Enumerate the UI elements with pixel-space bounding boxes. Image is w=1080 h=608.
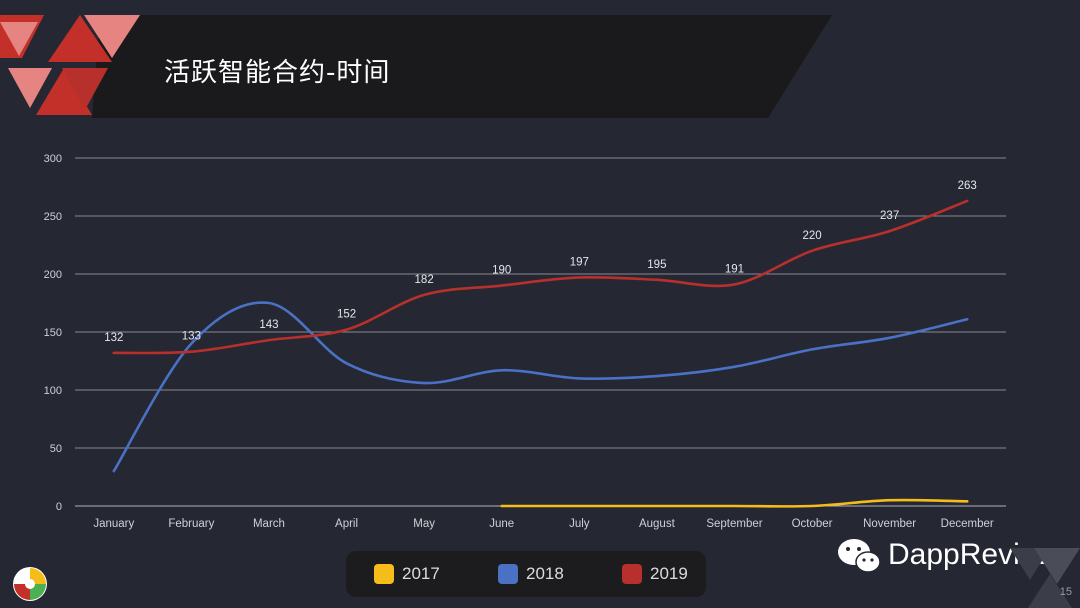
legend-label-2018: 2018	[526, 564, 564, 583]
data-label-2019-september: 191	[725, 263, 744, 275]
legend-swatch-2018	[498, 564, 518, 584]
legend-item-2017: 2017	[374, 564, 440, 584]
data-label-2019-april: 152	[337, 309, 356, 321]
data-label-2019-october: 220	[802, 230, 821, 242]
data-label-2019-march: 143	[259, 319, 278, 331]
data-label-2019-july: 197	[570, 256, 589, 268]
logo-triangle-5	[8, 68, 52, 108]
chart-legend: 2017 2018 2019	[346, 551, 706, 597]
title-banner-shape	[92, 15, 832, 118]
y-tick-label-150: 150	[44, 327, 62, 339]
series-line-2019	[112, 199, 969, 355]
data-label-2019-december: 263	[958, 180, 977, 192]
y-tick-label-250: 250	[44, 211, 62, 223]
x-tick-label-april: April	[335, 518, 358, 530]
legend-swatch-2019	[622, 564, 642, 584]
x-tick-label-july: July	[569, 518, 590, 530]
legend-item-2018: 2018	[498, 564, 564, 584]
series-line-2017	[500, 498, 969, 508]
legend-label-2017: 2017	[402, 564, 440, 583]
x-tick-label-may: May	[413, 518, 435, 530]
data-label-2019-august: 195	[647, 259, 666, 271]
data-label-2019-february: 133	[182, 331, 201, 343]
logo-triangle-4	[84, 15, 140, 58]
legend-label-2019: 2019	[650, 564, 688, 583]
y-tick-label-0: 0	[56, 501, 62, 513]
series-line-2018	[112, 301, 969, 473]
x-tick-label-february: February	[168, 518, 214, 530]
header-banner	[0, 15, 832, 118]
x-tick-label-september: September	[706, 518, 762, 530]
y-tick-label-300: 300	[44, 153, 62, 165]
slide-title: 活跃智能合约-时间	[164, 58, 391, 88]
x-tick-label-november: November	[863, 518, 916, 530]
line-chart: 0 50 100 150 200 250 300 January February March Ap…	[44, 153, 1006, 530]
legend-item-2019: 2019	[622, 564, 688, 584]
legend-swatch-2017	[374, 564, 394, 584]
x-tick-label-january: January	[93, 518, 134, 530]
data-label-2019-june: 190	[492, 265, 511, 277]
x-tick-label-december: December	[941, 518, 994, 530]
app-badge-icon	[13, 567, 47, 601]
y-tick-label-50: 50	[50, 443, 62, 455]
logo-triangle-6	[36, 68, 92, 115]
corner-decoration	[1010, 548, 1080, 608]
x-tick-label-october: October	[792, 518, 833, 530]
y-tick-label-200: 200	[44, 269, 62, 281]
data-label-2019-november: 237	[880, 210, 899, 222]
x-tick-label-march: March	[253, 518, 285, 530]
data-label-2019-may: 182	[415, 274, 434, 286]
x-tick-label-june: June	[489, 518, 514, 530]
wechat-icon	[838, 539, 881, 573]
logo-triangle-3	[48, 15, 112, 62]
data-label-2019-january: 132	[104, 332, 123, 344]
page-number: 15	[1059, 586, 1072, 598]
logo-triangle-7	[62, 68, 108, 110]
logo-triangle-2	[0, 22, 38, 56]
x-tick-label-august: August	[639, 518, 676, 530]
y-tick-label-100: 100	[44, 385, 62, 397]
